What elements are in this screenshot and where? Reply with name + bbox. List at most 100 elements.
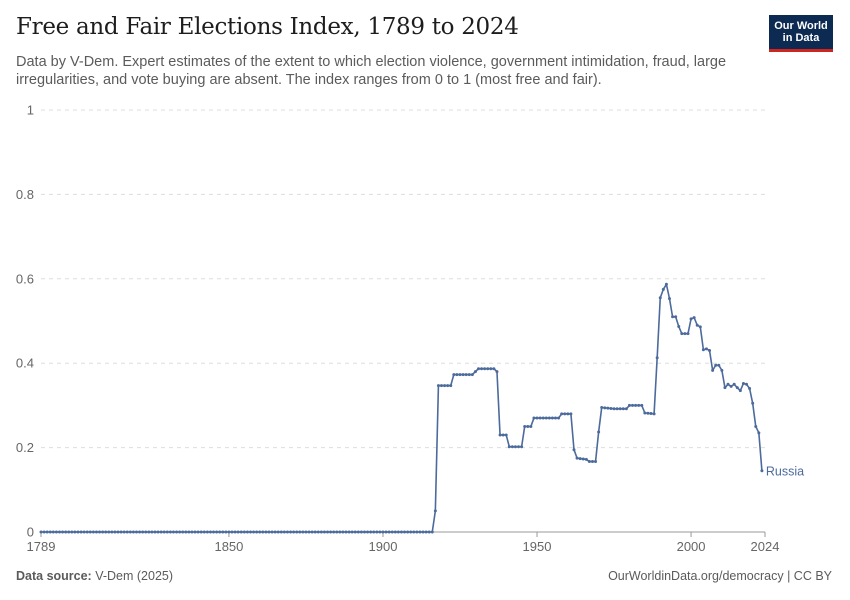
data-point <box>187 530 191 534</box>
data-point <box>298 530 302 534</box>
data-point <box>470 373 474 377</box>
y-tick-label: 1 <box>27 103 34 118</box>
data-point <box>249 530 252 534</box>
data-source-value: V-Dem (2025) <box>95 569 174 583</box>
data-point <box>255 530 259 534</box>
data-point <box>671 315 675 319</box>
data-point <box>128 530 132 534</box>
data-point <box>79 530 83 534</box>
data-point <box>563 412 567 416</box>
data-point <box>159 530 163 534</box>
data-point <box>538 416 542 420</box>
data-point <box>590 460 594 464</box>
data-point <box>390 530 394 534</box>
logo-line-1: Our World <box>774 20 828 32</box>
data-point <box>270 530 274 534</box>
x-tick-label: 1950 <box>523 539 552 554</box>
data-point <box>729 384 733 388</box>
data-point <box>415 530 419 534</box>
y-tick-label: 0.8 <box>16 187 34 202</box>
data-point <box>704 347 708 351</box>
data-point <box>643 411 647 415</box>
data-point <box>467 373 471 377</box>
data-point <box>236 530 240 534</box>
data-point <box>304 530 308 534</box>
data-point <box>627 403 631 407</box>
data-point <box>680 332 684 336</box>
data-point <box>227 530 231 534</box>
data-point <box>692 316 696 320</box>
license-link[interactable]: OurWorldinData.org/democracy | CC BY <box>608 569 832 583</box>
data-point <box>501 433 505 437</box>
data-point <box>433 509 437 513</box>
data-point <box>67 530 71 534</box>
data-point <box>717 363 721 367</box>
data-point <box>455 373 459 377</box>
data-point <box>637 403 641 407</box>
data-point <box>372 530 376 534</box>
data-point <box>73 530 77 534</box>
data-point <box>326 530 330 534</box>
data-point <box>88 530 92 534</box>
data-point <box>42 530 46 534</box>
data-point <box>212 530 216 534</box>
data-point <box>406 530 410 534</box>
data-point <box>572 448 576 452</box>
data-point <box>550 416 554 420</box>
data-point <box>597 430 601 434</box>
data-point <box>369 530 373 534</box>
data-point <box>375 530 379 534</box>
data-point <box>76 530 80 534</box>
data-point <box>578 457 582 461</box>
data-point <box>119 530 123 534</box>
data-point <box>677 324 681 328</box>
data-point <box>461 373 465 377</box>
data-point <box>547 416 551 420</box>
data-point <box>557 416 561 420</box>
data-point <box>135 530 139 534</box>
data-point <box>757 431 761 435</box>
data-point <box>701 348 705 352</box>
data-point <box>575 456 579 460</box>
data-point <box>517 445 521 449</box>
data-point <box>711 368 715 372</box>
data-point <box>612 407 616 411</box>
data-point <box>171 530 175 534</box>
series-line-russia <box>41 283 763 533</box>
data-point <box>316 530 320 534</box>
data-point <box>144 530 148 534</box>
data-point <box>483 367 487 371</box>
data-point <box>606 406 610 410</box>
data-point <box>689 317 693 321</box>
data-point <box>526 425 530 428</box>
data-point <box>738 389 742 393</box>
data-point <box>125 530 129 534</box>
data-point <box>313 530 317 534</box>
data-point <box>658 296 662 300</box>
data-point <box>664 282 668 286</box>
data-point <box>116 530 120 534</box>
data-point <box>726 382 730 386</box>
data-point <box>70 530 74 534</box>
data-point <box>430 530 434 534</box>
data-point <box>609 406 613 410</box>
data-point <box>655 356 659 360</box>
data-point <box>122 530 126 534</box>
data-point <box>267 530 271 534</box>
data-point <box>57 530 61 534</box>
data-point <box>202 530 206 534</box>
data-point <box>347 530 351 534</box>
data-point <box>335 530 339 534</box>
data-point <box>39 530 43 534</box>
x-tick-label: 1900 <box>369 539 398 554</box>
data-point <box>745 382 749 386</box>
data-point <box>353 530 357 534</box>
data-point <box>544 416 548 420</box>
data-point <box>587 460 591 464</box>
data-point <box>615 407 619 411</box>
owid-logo[interactable]: Our World in Data <box>769 15 833 52</box>
data-point <box>233 530 237 534</box>
data-point <box>723 386 727 390</box>
data-point <box>307 530 311 534</box>
data-point <box>242 530 246 534</box>
